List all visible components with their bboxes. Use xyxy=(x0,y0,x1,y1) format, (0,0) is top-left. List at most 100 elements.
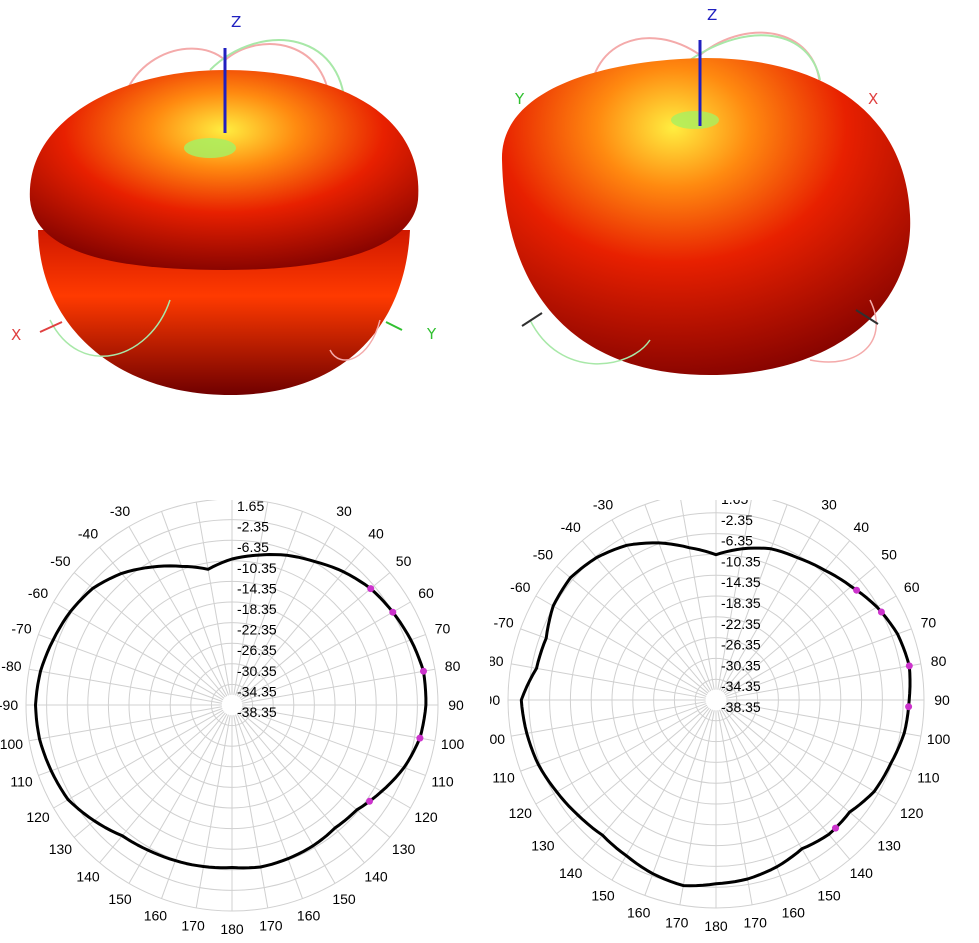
grid-spoke xyxy=(128,713,228,884)
angle-tick-label: 70 xyxy=(435,620,451,636)
grid-spoke xyxy=(535,595,708,696)
cut-line xyxy=(209,39,347,121)
radial-tick-label: -2.35 xyxy=(237,519,269,535)
angle-tick-label: 110 xyxy=(431,774,454,790)
pattern-main-lobe xyxy=(501,58,911,375)
grid-spoke xyxy=(717,500,752,690)
angle-tick-label: 80 xyxy=(931,653,947,669)
grid-spoke xyxy=(723,706,876,835)
radial-tick-label: 1.65 xyxy=(237,500,264,514)
grid-spoke xyxy=(73,711,225,838)
trace-marker[interactable] xyxy=(420,667,427,675)
angle-tick-label: -60 xyxy=(510,579,530,595)
polar-grid xyxy=(507,500,925,909)
grid-spoke xyxy=(29,706,222,742)
pattern-upper-lobe xyxy=(29,70,419,270)
grid-spoke xyxy=(719,709,788,896)
angle-tick-label: -90 xyxy=(490,692,500,708)
angle-tick-label: 170 xyxy=(181,918,205,934)
radial-tick-label: -22.35 xyxy=(237,622,277,638)
grid-spoke xyxy=(717,710,753,905)
radial-tick-label: -18.35 xyxy=(721,595,761,611)
angle-tick-label: 30 xyxy=(821,500,837,512)
trace-marker[interactable] xyxy=(853,586,861,594)
angle-tick-label: 130 xyxy=(49,841,73,857)
angle-tick-label: -20 xyxy=(145,500,165,503)
grid-spoke xyxy=(38,708,223,776)
grid-spoke xyxy=(511,701,706,737)
grid-spoke xyxy=(611,708,712,881)
grid-spoke xyxy=(239,572,391,699)
grid-spoke xyxy=(581,707,710,860)
grid-spoke xyxy=(679,710,715,905)
radiation-pattern-3d-left[interactable]: Z X Y xyxy=(0,0,470,420)
angle-tick-label: 180 xyxy=(220,921,244,937)
angle-tick-label: 100 xyxy=(490,731,505,747)
angle-tick-label: 170 xyxy=(665,915,689,931)
radial-tick-label: -22.35 xyxy=(721,616,761,632)
radiation-pattern-3d-right[interactable]: Z X Y xyxy=(490,0,979,420)
radial-tick-label: -38.35 xyxy=(237,704,277,720)
angle-tick-label: 170 xyxy=(744,915,768,931)
trace-marker[interactable] xyxy=(905,703,913,711)
grid-spoke xyxy=(99,712,226,864)
angle-tick-label: 40 xyxy=(368,525,384,541)
polar-plot-right[interactable]: 0102030405060708090100110120130140150160… xyxy=(490,500,979,943)
grid-spoke xyxy=(680,500,715,690)
angle-tick-label: 90 xyxy=(934,692,950,708)
angle-tick-label: -90 xyxy=(0,697,18,713)
trace-marker[interactable] xyxy=(905,662,913,670)
grid-spoke xyxy=(535,704,708,805)
trace-marker[interactable] xyxy=(389,608,397,616)
grid-spoke xyxy=(511,663,706,699)
angle-tick-label: -80 xyxy=(1,658,21,674)
pattern-3d-canvas: Z X Y xyxy=(11,13,437,395)
grid-spoke xyxy=(720,708,821,881)
angle-tick-label: 150 xyxy=(591,888,615,904)
grid-spoke xyxy=(725,628,912,697)
grid-spoke xyxy=(724,595,897,696)
angle-tick-label: 20 xyxy=(301,500,317,503)
angle-tick-label: -40 xyxy=(561,519,581,535)
grid-spoke xyxy=(611,519,712,692)
polar-plot-left[interactable]: 0102030405060708090100110120130140150160… xyxy=(0,500,470,943)
angle-tick-label: -70 xyxy=(11,620,31,636)
grid-spoke xyxy=(53,709,224,809)
angle-tick-label: -30 xyxy=(110,503,130,519)
grid-spoke xyxy=(128,526,228,697)
radial-tick-label: -10.35 xyxy=(237,560,277,576)
trace-marker[interactable] xyxy=(832,824,839,832)
grid-spoke xyxy=(238,712,365,864)
y-axis-label: Y xyxy=(514,90,525,108)
grid-spoke xyxy=(581,540,710,693)
y-axis xyxy=(385,321,403,331)
polar-grid xyxy=(25,500,439,912)
radial-tick-label: -30.35 xyxy=(237,663,277,679)
grid-spoke xyxy=(722,540,851,693)
polar-chart: 0102030405060708090100110120130140150160… xyxy=(490,500,950,934)
angle-tick-label: 140 xyxy=(850,865,874,881)
grid-spoke xyxy=(520,703,707,772)
trace-marker[interactable] xyxy=(416,734,424,742)
radial-tick-label: -6.35 xyxy=(237,539,269,555)
cut-line xyxy=(809,299,877,363)
polar-chart: 0102030405060708090100110120130140150160… xyxy=(0,500,465,937)
pattern-lower-lobe xyxy=(38,230,410,395)
grid-spoke xyxy=(239,711,391,838)
angle-tick-label: 100 xyxy=(441,736,465,752)
axis-stub xyxy=(855,309,879,325)
trace-marker[interactable] xyxy=(877,608,885,616)
cut-line xyxy=(689,34,821,81)
pattern-peak xyxy=(671,111,719,129)
angle-tick-label: 110 xyxy=(492,769,515,785)
angle-tick-label: 50 xyxy=(396,553,412,569)
y-axis-label: Y xyxy=(426,325,437,343)
radial-tick-label: -6.35 xyxy=(721,533,753,549)
trace-marker[interactable] xyxy=(367,585,375,593)
radial-tick-label: -10.35 xyxy=(721,553,761,569)
grid-spoke xyxy=(235,511,303,696)
angle-tick-label: 60 xyxy=(904,579,920,595)
grid-spoke xyxy=(242,706,435,742)
radial-tick-label: -38.35 xyxy=(721,699,761,715)
trace-marker[interactable] xyxy=(366,797,373,805)
